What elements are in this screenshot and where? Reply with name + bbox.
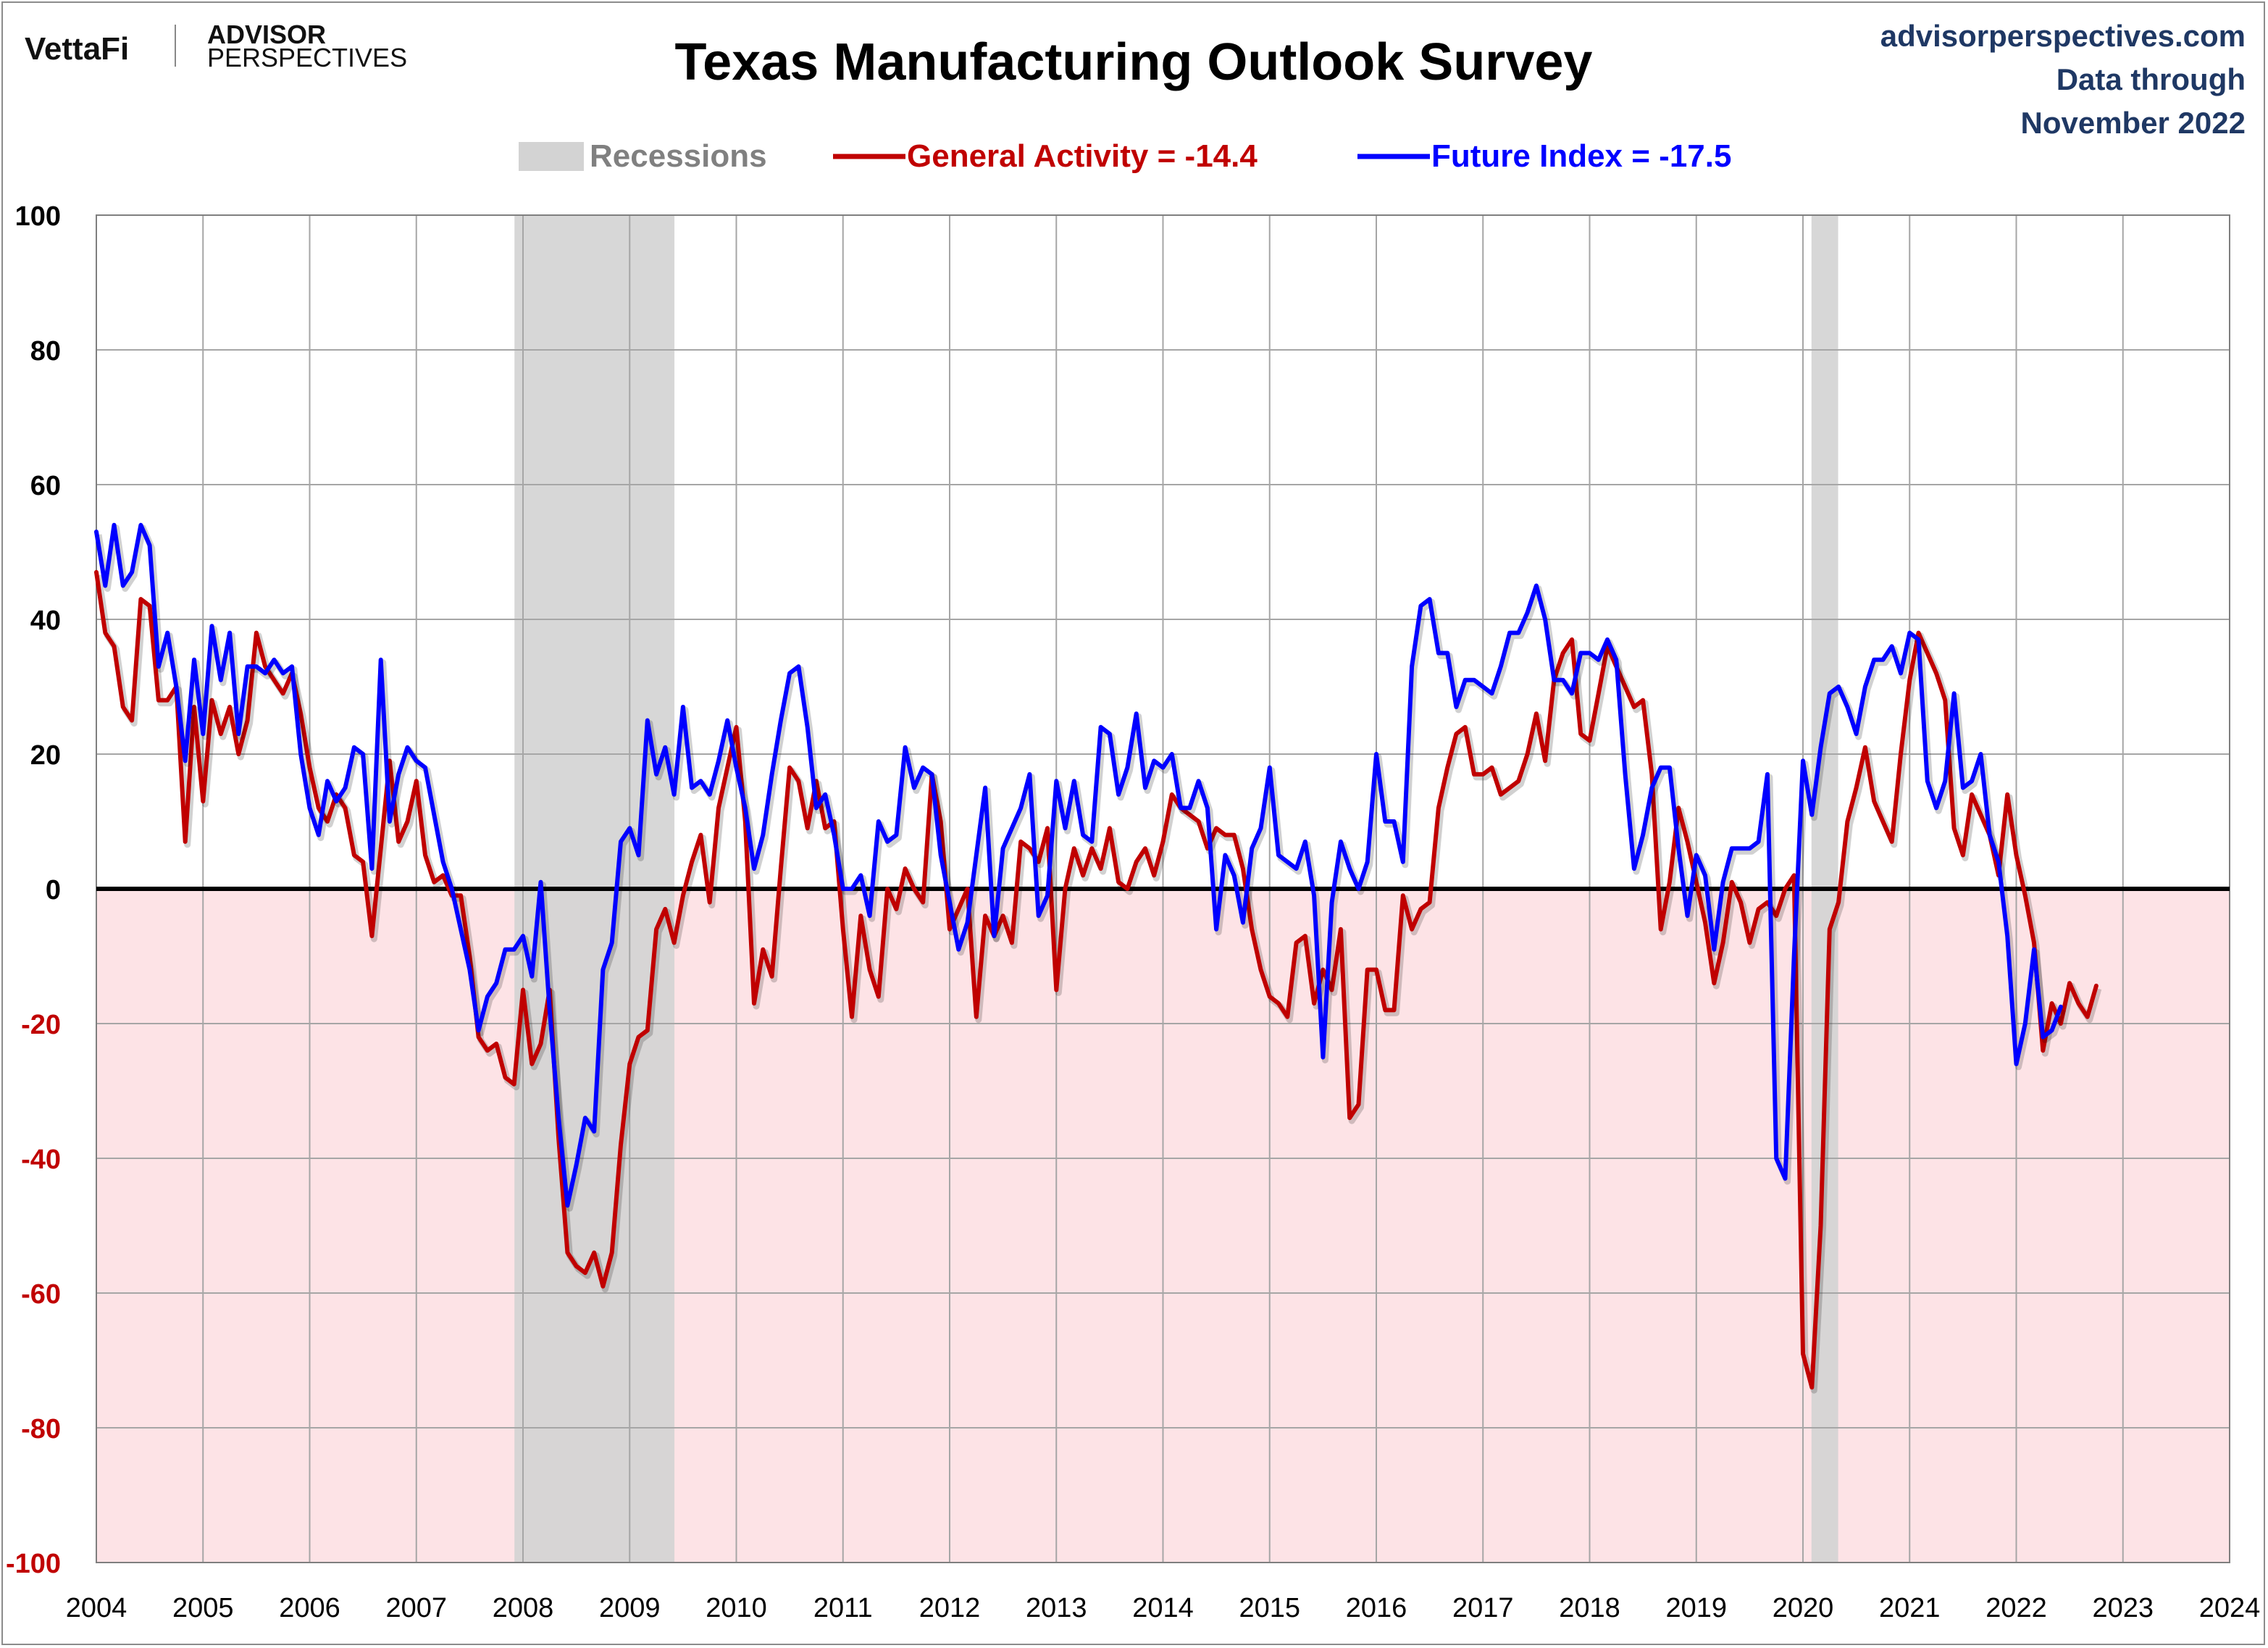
x-tick-label-2017: 2017 [1452,1593,1514,1623]
x-axis-ticks: 2004 2005 2006 2007 2008 2009 2010 2011 2012 2013… [66,1593,2261,1623]
x-tick-label-2009: 2009 [599,1593,661,1623]
site-url: advisorperspectives.com [1880,19,2246,53]
y-tick-label--40: -40 [21,1145,61,1175]
data-through-label: Data through [2056,62,2246,96]
data-through-date: November 2022 [2020,106,2246,140]
legend-recessions-swatch [519,142,584,171]
x-tick-label-2016: 2016 [1346,1593,1407,1623]
y-axis-ticks: 100 80 60 40 20 0 -20 -40 -60 -80 -100 [6,201,61,1579]
y-tick-label-100: 100 [15,201,61,232]
y-tick-label-60: 60 [30,471,61,501]
series-lines [94,522,2102,1394]
y-tick-label--20: -20 [21,1010,61,1040]
x-tick-label-2023: 2023 [2092,1593,2154,1623]
x-tick-label-2020: 2020 [1773,1593,1834,1623]
y-tick-label-40: 40 [30,606,61,636]
x-tick-label-2021: 2021 [1879,1593,1941,1623]
y-tick-label--60: -60 [21,1279,61,1310]
x-tick-label-2004: 2004 [66,1593,127,1623]
series-line-general [94,569,2098,1390]
x-tick-label-2005: 2005 [172,1593,234,1623]
legend-recessions-label: Recessions [590,138,767,174]
x-tick-label-2006: 2006 [279,1593,340,1623]
brand-advisor: ADVISOR [207,20,326,49]
x-tick-label-2008: 2008 [493,1593,554,1623]
x-tick-label-2010: 2010 [706,1593,767,1623]
x-tick-label-2024: 2024 [2199,1593,2261,1623]
brand-vettafi: VettaFi [25,31,129,67]
x-tick-label-2012: 2012 [919,1593,981,1623]
legend-future-label: Future Index = -17.5 [1431,138,1731,174]
y-tick-label-20: 20 [30,740,61,771]
y-tick-label-80: 80 [30,336,61,367]
chart-title: Texas Manufacturing Outlook Survey [675,33,1593,91]
x-tick-label-2019: 2019 [1665,1593,1727,1623]
brand-perspectives: PERSPECTIVES [207,43,407,72]
x-tick-label-2015: 2015 [1239,1593,1300,1623]
x-tick-label-2007: 2007 [385,1593,447,1623]
x-tick-label-2013: 2013 [1026,1593,1087,1623]
x-tick-label-2022: 2022 [1985,1593,2047,1623]
x-tick-label-2011: 2011 [813,1593,873,1623]
x-tick-label-2014: 2014 [1132,1593,1194,1623]
legend-general-label: General Activity = -14.4 [907,138,1258,174]
y-tick-label--100: -100 [6,1549,61,1579]
y-tick-label-0: 0 [46,875,61,905]
y-tick-label--80: -80 [21,1414,61,1444]
series-line-future [94,522,2063,1208]
legend: Recessions General Activity = -14.4 Futu… [519,138,1731,174]
x-tick-label-2018: 2018 [1559,1593,1620,1623]
